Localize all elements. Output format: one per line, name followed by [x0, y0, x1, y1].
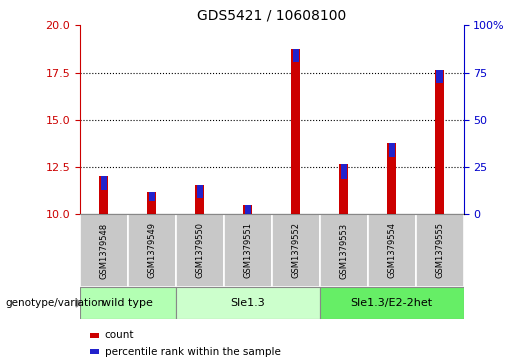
Text: count: count	[105, 330, 134, 340]
Bar	[90, 333, 99, 338]
FancyArrow shape	[76, 299, 80, 307]
Text: GSM1379554: GSM1379554	[387, 223, 396, 278]
Bar	[339, 164, 348, 214]
Text: Sle1.3/E2-2het: Sle1.3/E2-2het	[351, 298, 433, 308]
Bar	[293, 49, 299, 62]
Bar	[244, 205, 252, 214]
Text: GSM1379550: GSM1379550	[195, 223, 204, 278]
Text: wild type: wild type	[102, 298, 153, 308]
Bar	[176, 287, 320, 319]
Bar	[90, 349, 99, 354]
Bar	[320, 287, 464, 319]
Text: percentile rank within the sample: percentile rank within the sample	[105, 347, 281, 356]
Bar	[416, 214, 464, 287]
Text: GSM1379553: GSM1379553	[339, 223, 348, 278]
Bar	[320, 214, 368, 287]
Text: GSM1379555: GSM1379555	[435, 223, 444, 278]
Text: genotype/variation: genotype/variation	[5, 298, 104, 308]
Text: GSM1379551: GSM1379551	[243, 223, 252, 278]
Bar	[176, 214, 224, 287]
Text: Sle1.3: Sle1.3	[230, 298, 265, 308]
Bar	[340, 164, 347, 179]
Bar	[387, 143, 396, 214]
Text: GSM1379548: GSM1379548	[99, 223, 108, 278]
Text: GSM1379552: GSM1379552	[291, 223, 300, 278]
Bar	[149, 192, 155, 201]
Bar	[368, 214, 416, 287]
Bar	[437, 70, 442, 83]
Bar	[388, 143, 394, 156]
Bar	[224, 214, 272, 287]
Bar	[245, 205, 251, 224]
Bar	[80, 214, 128, 287]
Bar	[128, 214, 176, 287]
Bar	[101, 176, 107, 189]
Bar	[99, 176, 108, 214]
Bar	[197, 185, 203, 198]
Bar	[272, 214, 320, 287]
Title: GDS5421 / 10608100: GDS5421 / 10608100	[197, 9, 346, 23]
Bar	[80, 287, 176, 319]
Bar	[195, 185, 204, 214]
Bar	[291, 49, 300, 214]
Bar	[147, 192, 156, 214]
Bar	[435, 70, 444, 214]
Text: GSM1379549: GSM1379549	[147, 223, 156, 278]
